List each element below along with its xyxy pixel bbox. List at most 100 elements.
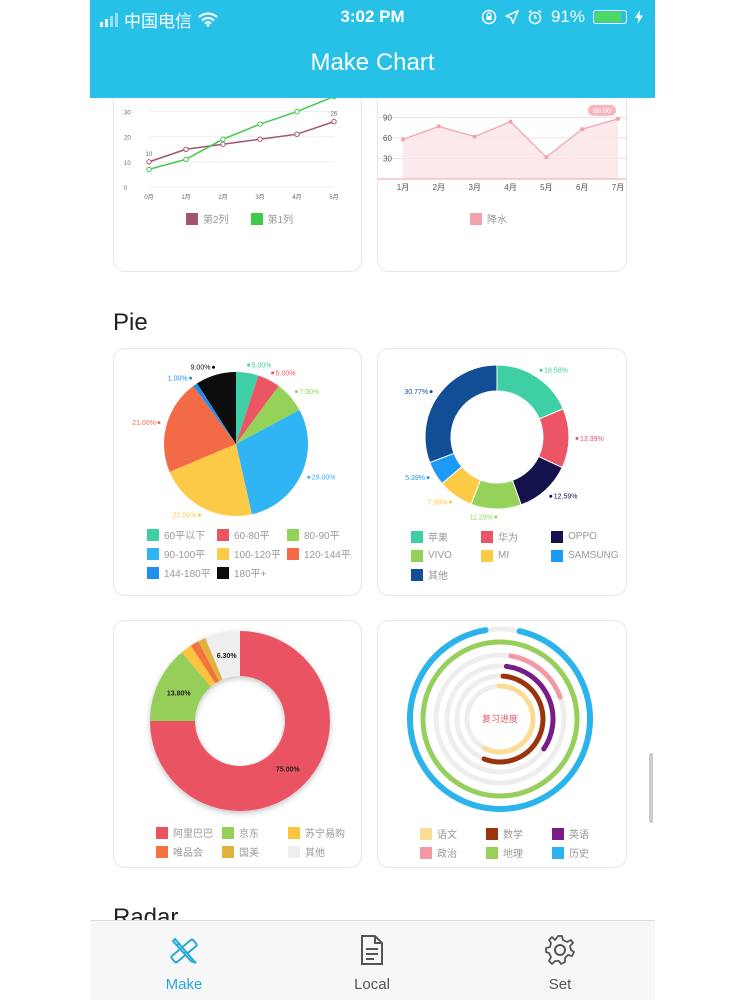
tab-set[interactable]: Set — [466, 921, 654, 1000]
data-point[interactable] — [401, 137, 405, 142]
pie-slice[interactable] — [190, 641, 220, 684]
ring-arc[interactable] — [508, 653, 563, 700]
pie-slice[interactable] — [205, 631, 240, 680]
legend-label: VIVO — [428, 550, 452, 561]
legend-label: 180平+ — [234, 569, 267, 580]
ring-arc[interactable] — [481, 673, 546, 765]
legend-swatch — [481, 530, 493, 543]
data-point[interactable] — [146, 166, 152, 173]
area-chart-card[interactable]: 30 60 90 1月 2月 3月 4月 5月 6月 7月 88.00 降水 — [377, 98, 627, 272]
legend-item[interactable]: 京东 — [222, 823, 288, 842]
pie-slice[interactable] — [181, 645, 216, 687]
data-point[interactable] — [183, 156, 189, 163]
legend-item[interactable]: 144-180平 — [147, 563, 217, 582]
label-dot — [429, 390, 433, 394]
x-tick-label: 4月 — [292, 194, 301, 201]
data-point[interactable] — [220, 141, 226, 147]
pie-chart: 5.00% 5.00% 7.00% 29.00% 22.00% 21.00% 1.00%9.… — [132, 363, 335, 520]
legend-item[interactable]: 苹果 — [411, 527, 481, 546]
legend-item[interactable]: 历史 — [552, 843, 618, 862]
pie-slice[interactable] — [169, 444, 252, 516]
legend-item[interactable]: 唯品会 — [156, 842, 222, 861]
data-point[interactable] — [257, 121, 263, 127]
legend-item[interactable]: 华为 — [481, 527, 551, 546]
rotation-lock-icon — [481, 9, 497, 25]
legend-item[interactable]: 降水 — [470, 209, 507, 228]
pie-slice[interactable] — [236, 386, 300, 444]
legend-item[interactable]: 语文 — [420, 824, 486, 843]
data-point[interactable] — [183, 146, 189, 152]
tab-local[interactable]: Local — [278, 921, 466, 1000]
scrollbar[interactable] — [649, 753, 653, 823]
data-point[interactable] — [294, 131, 300, 137]
legend-label: 数学 — [503, 830, 523, 841]
pie-slice[interactable] — [150, 652, 211, 721]
legend-item[interactable]: OPPO — [551, 527, 621, 546]
tab-make[interactable]: Make — [90, 921, 278, 1000]
legend-item[interactable]: 80-90平 — [287, 525, 357, 544]
legend-item[interactable]: 地理 — [486, 843, 552, 862]
carrier-name: 中国电信 — [124, 12, 192, 31]
legend-label: 语文 — [437, 830, 457, 841]
data-point[interactable] — [331, 98, 337, 100]
data-point[interactable] — [257, 136, 263, 142]
legend-item[interactable]: 阿里巴巴 — [156, 823, 222, 842]
legend-label: 60-80平 — [234, 531, 270, 542]
legend-item[interactable]: 第1列 — [250, 209, 294, 228]
legend-item[interactable]: SAMSUNG — [551, 546, 621, 565]
pie-slice[interactable] — [424, 364, 498, 464]
legend-item[interactable]: 第2列 — [186, 209, 229, 228]
ring-progress-chart: 复习进度 — [407, 626, 593, 812]
legend-item[interactable]: MI — [481, 546, 551, 565]
data-point[interactable] — [580, 127, 585, 132]
data-point[interactable] — [616, 116, 620, 121]
ring-arc[interactable] — [503, 663, 556, 752]
data-point[interactable] — [544, 155, 549, 160]
share-donut-card[interactable]: 75.00% 13.80% 6.30% 阿里巴巴 京东 苏宁易购 唯品会 国美 其他 — [113, 620, 362, 868]
legend-item[interactable]: 其他 — [411, 565, 481, 584]
data-point[interactable] — [146, 159, 152, 165]
legend-item[interactable]: 60平以下 — [147, 525, 217, 544]
legend-item[interactable]: VIVO — [411, 546, 481, 565]
donut-chart-card[interactable]: 18.58% 13.39% 12.59% 11.29% 7.98% 5.39% 30.77%… — [377, 348, 627, 596]
legend-label: 第1列 — [267, 215, 294, 226]
pie-slice[interactable] — [197, 372, 236, 444]
alarm-icon — [528, 9, 542, 25]
ring-arc[interactable] — [482, 683, 536, 755]
data-point[interactable] — [436, 124, 441, 129]
ring-arc[interactable] — [407, 627, 593, 812]
legend-item[interactable]: 国美 — [222, 842, 288, 861]
slice-label: 21.00% — [132, 420, 156, 427]
data-point[interactable] — [220, 136, 226, 142]
legend-item[interactable]: 其他 — [288, 842, 354, 861]
pie-slice[interactable] — [236, 372, 259, 444]
legend-item[interactable]: 苏宁易购 — [288, 823, 354, 842]
data-point[interactable] — [331, 118, 337, 125]
legend-swatch — [420, 827, 432, 840]
pie-chart-card[interactable]: 5.00% 5.00% 7.00% 29.00% 22.00% 21.00% 1.00% 9.… — [113, 348, 362, 596]
pie-slice[interactable] — [198, 637, 223, 682]
data-point[interactable] — [294, 108, 300, 115]
pie-slice[interactable] — [236, 409, 308, 515]
legend-swatch — [186, 212, 198, 225]
data-point[interactable] — [508, 119, 513, 124]
legend-item[interactable]: 英语 — [552, 824, 618, 843]
ring-arc[interactable] — [420, 639, 580, 799]
chart-list[interactable]: 0 10 20 30 0月 1月 2月 3月 4月 5月 10 26 第2列 第1列 30 60 90 1月 2… — [90, 98, 655, 920]
legend-item[interactable]: 60-80平 — [217, 525, 287, 544]
legend-item[interactable]: 180平+ — [217, 563, 287, 582]
legend-item[interactable]: 90-100平 — [147, 544, 217, 563]
ring-progress-card[interactable]: 复习进度 语文 数学 英语政治 地理 历史 — [377, 620, 627, 868]
legend-item[interactable]: 120-144平 — [287, 544, 357, 563]
legend-item[interactable]: 政治 — [420, 843, 486, 862]
legend-item[interactable]: 100-120平 — [217, 544, 287, 563]
pie-slice[interactable] — [236, 375, 279, 444]
legend-item[interactable]: 数学 — [486, 824, 552, 843]
pie-slice[interactable] — [193, 383, 236, 444]
tab-local-label: Local — [354, 976, 390, 993]
pie-slice[interactable] — [164, 386, 236, 472]
data-point[interactable] — [472, 134, 477, 139]
x-tick-label: 3月 — [468, 183, 480, 192]
line-chart-card[interactable]: 0 10 20 30 0月 1月 2月 3月 4月 5月 10 26 第2列 第1列 — [113, 98, 362, 272]
pie-slice[interactable] — [150, 631, 330, 811]
